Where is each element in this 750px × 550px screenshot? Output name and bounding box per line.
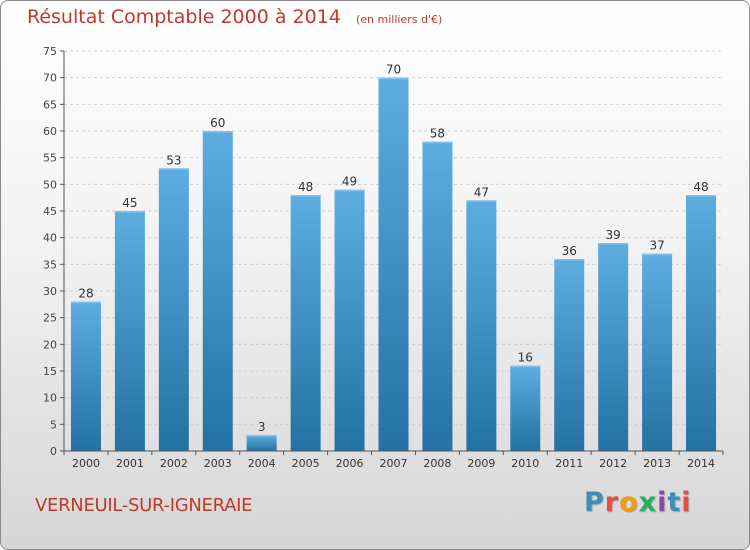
y-tick-label: 30 [43, 285, 57, 298]
bar-highlight [422, 141, 453, 144]
data-label: 28 [78, 287, 93, 301]
data-label: 39 [606, 228, 621, 242]
x-tick-label: 2012 [599, 457, 627, 470]
logo-letter: x [638, 487, 658, 518]
x-tick-label: 2006 [336, 457, 364, 470]
bar-highlight [510, 365, 541, 368]
bar-highlight [246, 435, 277, 437]
bar-highlight [334, 189, 365, 192]
y-tick-label: 10 [43, 392, 57, 405]
y-axis-ticks: 0 5 10 15 20 25 30 35 40 45 50 55 60 65 70 75 [43, 45, 64, 458]
bar [510, 365, 541, 451]
x-tick-label: 2003 [204, 457, 232, 470]
bar [158, 168, 189, 452]
bar-highlight [642, 253, 673, 256]
chart-title: Résultat Comptable 2000 à 2014 [27, 6, 341, 28]
x-axis-ticks: 2000 2001 2002 2003 2004 2005 2006 2007 2008 2009… [63, 451, 724, 470]
y-tick-label: 0 [50, 445, 57, 458]
data-label: 48 [693, 180, 708, 194]
x-tick-label: 2011 [555, 457, 583, 470]
bar-highlight [114, 211, 145, 213]
logo-letter: t [667, 487, 682, 518]
bar [686, 195, 717, 451]
bar [290, 195, 321, 451]
data-label: 49 [342, 175, 357, 189]
logo-letter: i [681, 487, 692, 518]
y-tick-label: 40 [43, 232, 57, 245]
bar [378, 77, 409, 452]
bar-highlight [158, 168, 189, 170]
bar [202, 131, 233, 451]
x-tick-label: 2007 [380, 457, 408, 470]
y-tick-label: 15 [43, 365, 57, 378]
data-label: 3 [258, 420, 266, 434]
bar [70, 301, 101, 451]
chart-unit: (en milliers d'€) [355, 13, 443, 26]
y-tick-label: 70 [43, 72, 57, 85]
bar [642, 253, 673, 451]
x-tick-label: 2014 [687, 457, 715, 470]
y-tick-label: 5 [50, 418, 57, 431]
x-tick-label: 2010 [511, 457, 539, 470]
logo-letter: P [584, 487, 605, 518]
logo-letter: o [619, 487, 639, 518]
town-name: VERNEUIL-SUR-IGNERAIE [35, 495, 253, 516]
y-tick-label: 60 [43, 125, 57, 138]
y-tick-label: 55 [43, 152, 57, 165]
data-label: 53 [166, 153, 181, 167]
x-tick-label: 2013 [643, 457, 671, 470]
y-tick-label: 65 [43, 98, 57, 111]
bar-highlight [202, 131, 233, 133]
x-tick-label: 2002 [160, 457, 188, 470]
bar [246, 435, 277, 451]
data-label: 36 [562, 244, 577, 258]
x-tick-label: 2008 [423, 457, 451, 470]
y-tick-label: 25 [43, 312, 57, 325]
y-tick-label: 50 [43, 178, 57, 191]
x-tick-label: 2004 [248, 457, 276, 470]
logo-letter: i [657, 487, 668, 518]
data-label: 70 [386, 63, 401, 77]
bar-highlight [378, 77, 409, 80]
data-label: 16 [518, 351, 533, 365]
data-labels: 28 45 53 60 3 48 49 70 58 47 16 36 39 37 48 [78, 63, 708, 434]
x-tick-label: 2001 [116, 457, 144, 470]
x-tick-label: 2009 [467, 457, 495, 470]
logo-letter: r [604, 487, 620, 518]
chart-title-row: Résultat Comptable 2000 à 2014 (en milli… [27, 6, 442, 28]
data-label: 45 [122, 196, 137, 210]
bar [598, 243, 629, 451]
data-label: 48 [298, 180, 313, 194]
y-tick-label: 35 [43, 258, 57, 271]
bar-highlight [686, 195, 717, 197]
bar-highlight [554, 259, 585, 261]
bar [466, 200, 497, 451]
bar-highlight [290, 195, 321, 197]
x-tick-label: 2005 [292, 457, 320, 470]
data-label: 58 [430, 127, 445, 141]
data-label: 37 [649, 239, 664, 253]
bar [114, 211, 145, 451]
data-label: 60 [210, 116, 225, 130]
bar [334, 189, 365, 451]
x-tick-label: 2000 [72, 457, 100, 470]
bar-highlight [70, 301, 101, 304]
bar-highlight [466, 200, 497, 202]
bar [554, 259, 585, 451]
y-tick-label: 45 [43, 205, 57, 218]
y-tick-label: 20 [43, 338, 57, 351]
proxiti-logo[interactable]: Proxiti [584, 487, 692, 518]
bar [422, 141, 453, 451]
bars [70, 77, 717, 452]
bar-highlight [598, 243, 629, 245]
data-label: 47 [474, 185, 489, 199]
y-tick-label: 75 [43, 45, 57, 58]
